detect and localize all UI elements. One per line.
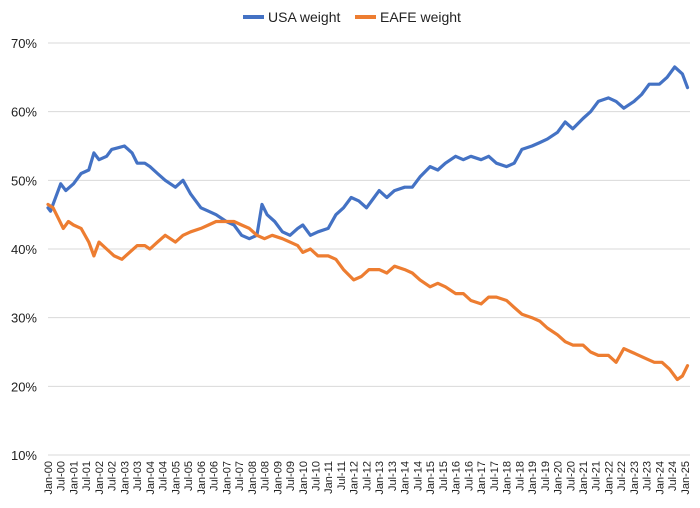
x-tick-label: Jan-12 bbox=[349, 461, 361, 495]
x-tick-label: Jul-10 bbox=[311, 461, 323, 491]
x-tick-label: Jan-10 bbox=[298, 461, 310, 495]
x-tick-label: Jul-22 bbox=[616, 461, 628, 491]
x-tick-label: Jan-09 bbox=[272, 461, 284, 495]
eafe-weight-line bbox=[46, 202, 690, 382]
x-tick-label: Jan-24 bbox=[654, 461, 666, 495]
x-tick-label: Jan-19 bbox=[527, 461, 539, 495]
x-tick-label: Jan-00 bbox=[43, 461, 55, 495]
x-tick-label: Jan-05 bbox=[170, 461, 182, 495]
y-axis-tick-labels: 10% 20% 30% 40% 50% 60% 70% bbox=[11, 36, 37, 463]
x-tick-label: Jan-22 bbox=[603, 461, 615, 495]
x-tick-label: Jul-03 bbox=[132, 461, 144, 491]
x-tick-label: Jul-13 bbox=[387, 461, 399, 491]
usa-weight-line bbox=[46, 65, 690, 241]
y-tick-label: 20% bbox=[11, 379, 37, 394]
x-tick-label: Jul-21 bbox=[591, 461, 603, 491]
x-tick-label: Jul-19 bbox=[540, 461, 552, 491]
x-tick-label: Jul-04 bbox=[158, 461, 170, 491]
x-tick-label: Jul-00 bbox=[56, 461, 68, 491]
x-tick-label: Jul-06 bbox=[209, 461, 221, 491]
x-tick-label: Jan-11 bbox=[323, 461, 335, 494]
x-tick-label: Jan-07 bbox=[221, 461, 233, 495]
x-tick-label: Jan-01 bbox=[68, 461, 80, 495]
x-tick-label: Jan-17 bbox=[476, 461, 488, 495]
x-tick-label: Jul-18 bbox=[514, 461, 526, 491]
x-tick-label: Jan-25 bbox=[680, 461, 692, 495]
x-tick-label: Jul-20 bbox=[565, 461, 577, 491]
x-tick-label: Jul-16 bbox=[463, 461, 475, 491]
x-tick-label: Jul-09 bbox=[285, 461, 297, 491]
x-tick-label: Jan-13 bbox=[374, 461, 386, 495]
x-tick-label: Jan-16 bbox=[451, 461, 463, 495]
y-tick-label: 40% bbox=[11, 242, 37, 257]
x-tick-label: Jan-21 bbox=[578, 461, 590, 495]
x-tick-label: Jan-08 bbox=[247, 461, 259, 495]
series-lines bbox=[46, 65, 690, 382]
x-tick-label: Jul-15 bbox=[438, 461, 450, 491]
x-tick-label: Jul-11 bbox=[336, 461, 348, 490]
legend: USA weight EAFE weight bbox=[243, 9, 461, 25]
legend-label-eafe: EAFE weight bbox=[380, 9, 461, 25]
x-tick-label: Jul-01 bbox=[81, 461, 93, 491]
x-tick-label: Jan-20 bbox=[553, 461, 565, 495]
x-tick-label: Jul-14 bbox=[412, 461, 424, 491]
x-tick-label: Jan-14 bbox=[400, 461, 412, 495]
x-tick-label: Jul-05 bbox=[183, 461, 195, 491]
x-tick-label: Jul-23 bbox=[642, 461, 654, 491]
x-tick-label: Jul-07 bbox=[234, 461, 246, 491]
x-tick-label: Jul-12 bbox=[361, 461, 373, 491]
x-tick-label: Jan-06 bbox=[196, 461, 208, 495]
legend-label-usa: USA weight bbox=[268, 9, 340, 25]
x-tick-label: Jul-24 bbox=[667, 461, 679, 491]
x-tick-label: Jan-03 bbox=[119, 461, 131, 495]
x-tick-label: Jan-23 bbox=[629, 461, 641, 495]
x-tick-label: Jan-15 bbox=[425, 461, 437, 495]
x-tick-label: Jul-02 bbox=[107, 461, 119, 491]
y-tick-label: 50% bbox=[11, 173, 37, 188]
x-tick-label: Jul-17 bbox=[489, 461, 501, 491]
y-tick-label: 60% bbox=[11, 105, 37, 120]
x-tick-label: Jan-02 bbox=[94, 461, 106, 495]
y-tick-label: 10% bbox=[11, 448, 37, 463]
x-tick-label: Jan-04 bbox=[145, 461, 157, 495]
gridlines bbox=[48, 42, 690, 456]
y-tick-label: 70% bbox=[11, 36, 37, 51]
x-tick-label: Jul-08 bbox=[260, 461, 272, 491]
x-tick-label: Jan-18 bbox=[502, 461, 514, 495]
x-axis-tick-labels: Jan-00 Jul-00 Jan-01 Jul-01 Jan-02 Jul-02 Jan-… bbox=[43, 461, 692, 495]
y-tick-label: 30% bbox=[11, 311, 37, 326]
